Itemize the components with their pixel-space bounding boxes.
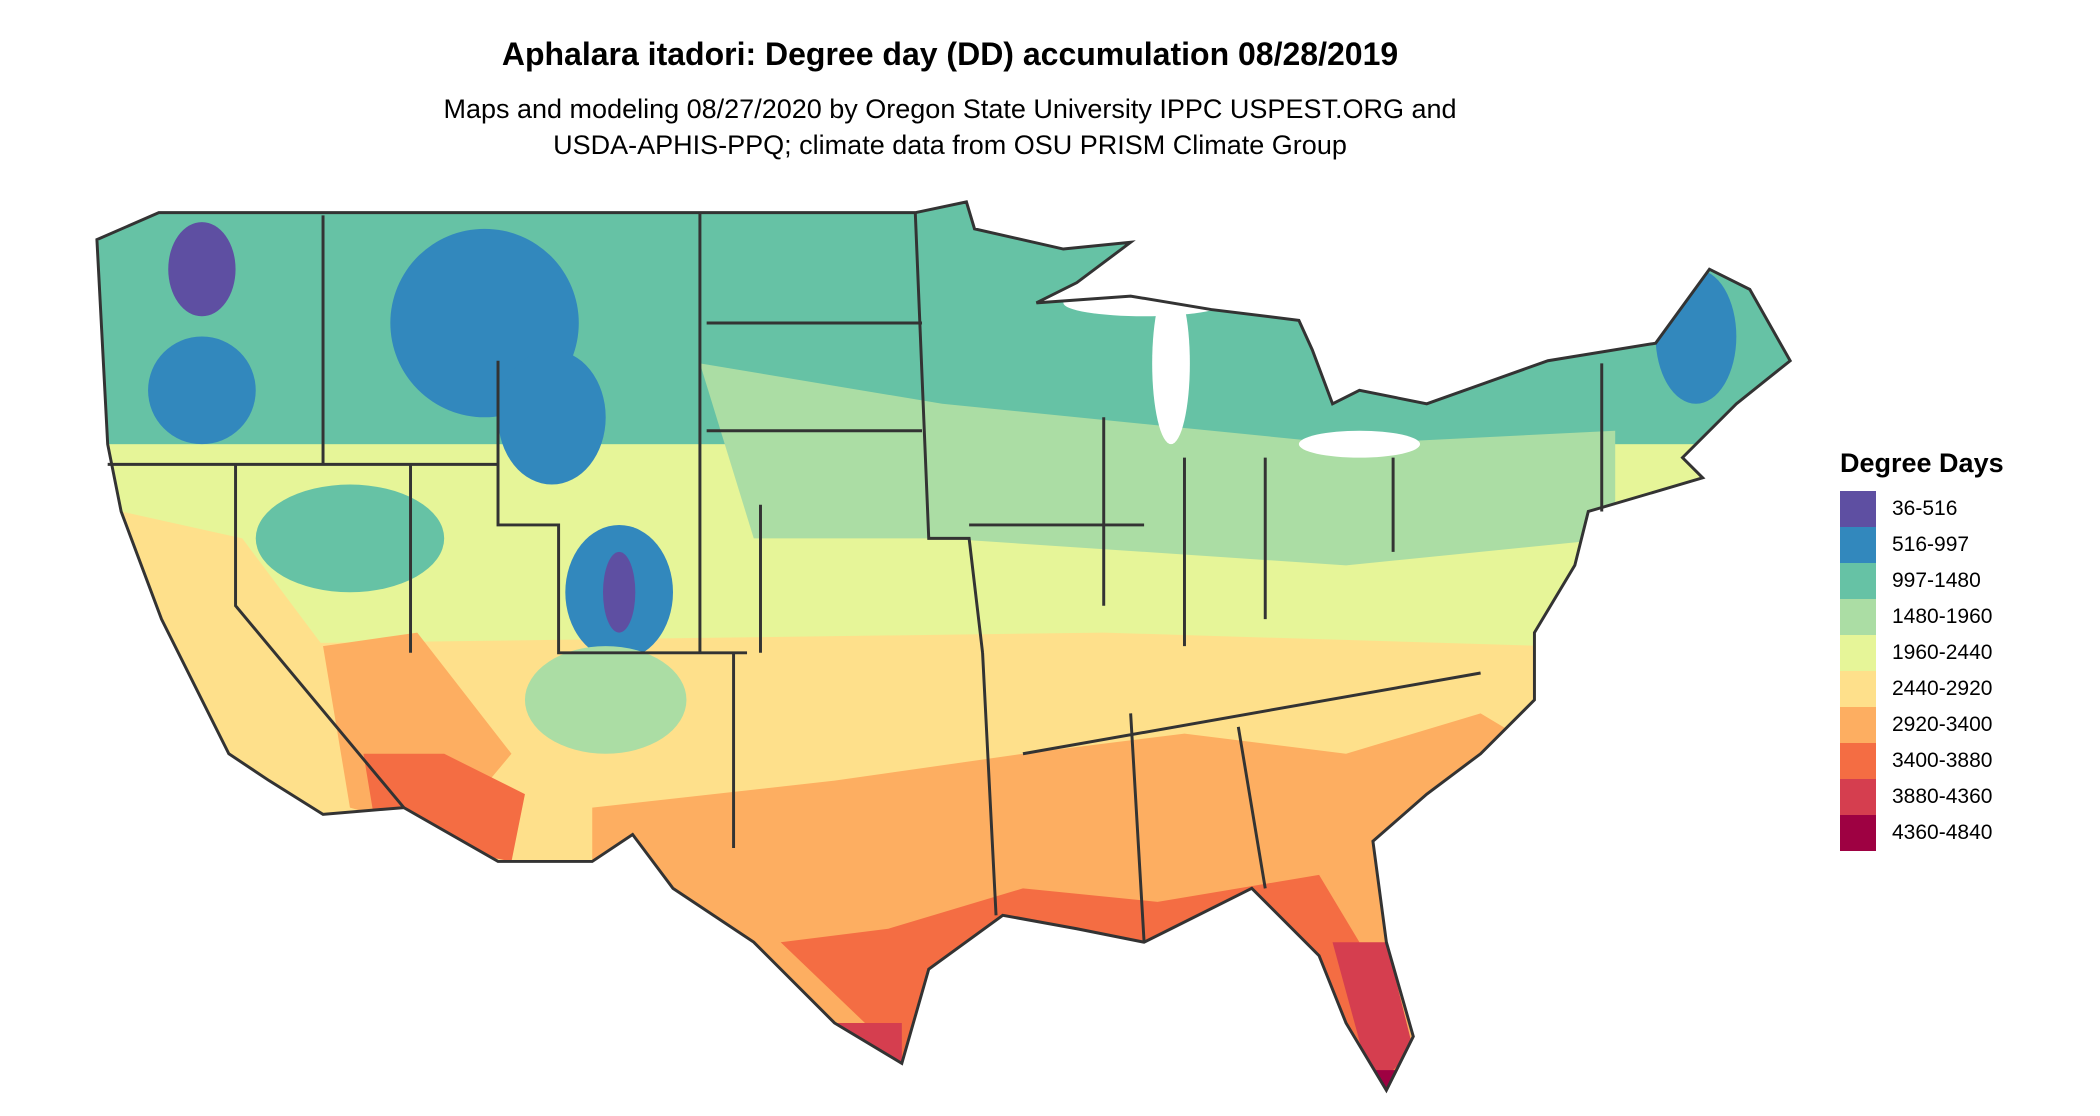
legend-swatch <box>1840 815 1876 851</box>
legend-label: 2440-2920 <box>1892 677 1993 700</box>
interior-borders <box>107 212 1604 943</box>
legend-item: 2920-3400 <box>1840 707 2004 743</box>
legend-title: Degree Days <box>1840 448 2004 478</box>
map-title: Aphalara itadori: Degree day (DD) accumu… <box>501 36 1399 72</box>
legend-item: 997-1480 <box>1840 563 2004 599</box>
legend-item: 3880-4360 <box>1840 779 2004 815</box>
legend-item: 3400-3880 <box>1840 743 2004 779</box>
legend-item: 1960-2440 <box>1840 635 2004 671</box>
map-subtitle-line-1: Maps and modeling 08/27/2020 by Oregon S… <box>443 94 1457 124</box>
band-california <box>121 511 404 835</box>
lake-michigan <box>1152 282 1190 445</box>
legend: Degree Days 36-516 516-997 997-1480 1480-19… <box>1840 448 2004 851</box>
legend-swatch <box>1840 707 1876 743</box>
band-south-texas <box>834 1022 902 1077</box>
lake-erie <box>1298 430 1421 458</box>
legend-swatch <box>1840 599 1876 635</box>
legend-swatch <box>1840 779 1876 815</box>
legend-label: 516-997 <box>1892 533 1970 556</box>
legend-item: 1480-1960 <box>1840 599 2004 635</box>
state-borders <box>95 200 1792 1092</box>
mountain-cascades <box>168 222 236 317</box>
legend-label: 1960-2440 <box>1892 641 1993 664</box>
lake-superior <box>1063 289 1225 317</box>
legend-label: 1480-1960 <box>1892 605 1993 628</box>
mountain-oregon <box>148 336 256 445</box>
legend-label: 3400-3880 <box>1892 749 1993 772</box>
legend-swatch <box>1840 671 1876 707</box>
legend-swatch <box>1840 563 1876 599</box>
band-south-florida <box>1332 942 1414 1091</box>
legend-label: 997-1480 <box>1892 569 1981 592</box>
legend-label: 36-516 <box>1892 497 1958 520</box>
legend-label: 2920-3400 <box>1892 713 1993 736</box>
legend-swatch <box>1840 491 1876 527</box>
mountain-wyoming <box>498 349 606 485</box>
legend-item: 516-997 <box>1840 527 2004 563</box>
nevada-basin <box>255 484 445 593</box>
mountain-colorado-peaks <box>603 551 636 633</box>
legend-swatch <box>1840 743 1876 779</box>
legend-item: 2440-2920 <box>1840 671 2004 707</box>
legend-item: 4360-4840 <box>1840 815 2004 851</box>
legend-swatch <box>1840 635 1876 671</box>
legend-label: 4360-4840 <box>1892 821 1993 844</box>
legend-item: 36-516 <box>1840 491 2004 527</box>
legend-label: 3880-4360 <box>1892 785 1993 808</box>
legend-swatch <box>1840 527 1876 563</box>
new-mexico-high <box>524 646 687 754</box>
map-subtitle-line-2: USDA-APHIS-PPQ; climate data from OSU PR… <box>553 130 1347 160</box>
